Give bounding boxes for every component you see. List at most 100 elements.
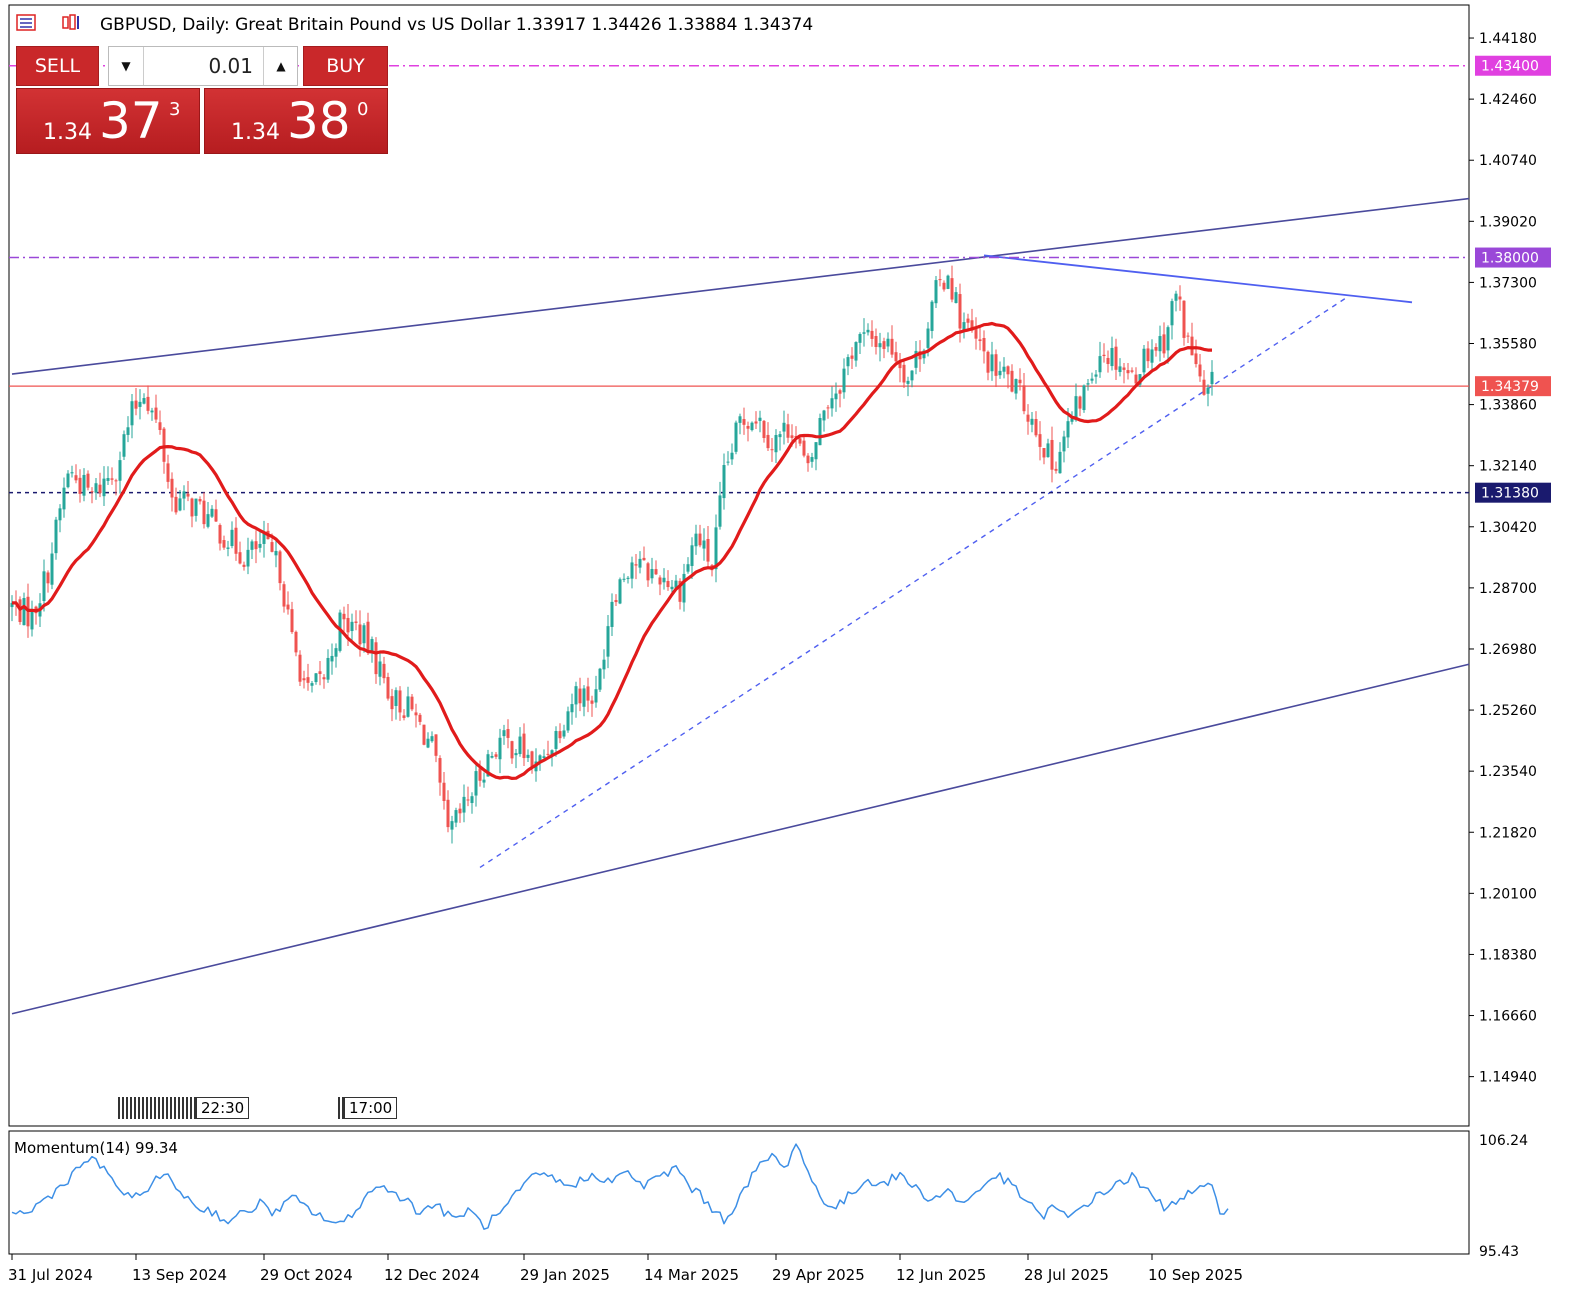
event-time-label: 22:30 xyxy=(201,1099,245,1117)
candle-body xyxy=(786,424,790,438)
buy-price-box[interactable]: 1.34 38 0 xyxy=(204,88,388,154)
sell-price-fraction: 3 xyxy=(169,99,181,120)
candle-body xyxy=(382,663,386,679)
candle-body xyxy=(1018,379,1022,384)
sell-price-box[interactable]: 1.34 37 3 xyxy=(16,88,200,154)
candle-body xyxy=(1110,347,1114,367)
candle-body xyxy=(722,465,726,499)
candle-body xyxy=(122,434,126,457)
candle-body xyxy=(466,799,470,801)
candle-body xyxy=(222,540,226,548)
candle-body xyxy=(910,370,914,381)
candle-body xyxy=(42,571,46,601)
event-time-marker[interactable]: 22:30 xyxy=(196,1097,250,1119)
event-time-marker[interactable]: 17:00 xyxy=(344,1097,398,1119)
candle-body xyxy=(702,540,706,549)
candle-body xyxy=(402,715,406,718)
candle-body xyxy=(546,753,550,755)
trendline-support-dashed xyxy=(479,296,1349,869)
candle-body xyxy=(202,500,206,525)
candle-body xyxy=(82,474,86,496)
candle-body xyxy=(450,821,454,830)
candle-body xyxy=(334,648,338,657)
candle-body xyxy=(430,736,434,742)
candle-body xyxy=(386,676,390,699)
candle-body xyxy=(166,463,170,482)
candle-body xyxy=(58,508,62,521)
candle-body xyxy=(406,696,410,717)
candle-body xyxy=(758,417,762,421)
candle-body xyxy=(270,542,274,552)
candle-body xyxy=(882,341,886,349)
candle-body xyxy=(150,410,154,413)
buy-label: BUY xyxy=(326,55,365,77)
candle-body xyxy=(426,738,430,748)
lot-size-input[interactable] xyxy=(145,50,259,82)
candle-body xyxy=(586,686,590,701)
candle-body xyxy=(746,425,750,429)
y-tick-label: 1.33860 xyxy=(1479,398,1537,414)
candle-body xyxy=(102,478,106,497)
y-tick-label: 1.40740 xyxy=(1479,153,1537,169)
candle-body xyxy=(862,332,866,334)
candle-body xyxy=(738,416,742,423)
candle-body xyxy=(998,370,1002,376)
sell-button[interactable]: SELL xyxy=(16,46,99,86)
candle-body xyxy=(1202,379,1206,395)
buy-price-pips: 38 xyxy=(287,92,351,150)
candle-body xyxy=(750,422,754,431)
candle-body xyxy=(290,609,294,633)
y-tick-label: 1.35580 xyxy=(1479,337,1537,353)
lot-decrease-button[interactable]: ▼ xyxy=(109,47,144,85)
candle-body xyxy=(1082,385,1086,411)
buy-price-prefix: 1.34 xyxy=(231,120,280,145)
market-watch-icon[interactable] xyxy=(16,14,36,31)
candle-body xyxy=(346,617,350,633)
candle-body xyxy=(514,753,518,756)
candle-body xyxy=(614,600,618,603)
sell-price-prefix: 1.34 xyxy=(43,120,92,145)
candle-body xyxy=(602,659,606,670)
momentum-label: Momentum(14) 99.34 xyxy=(14,1139,178,1157)
candle-body xyxy=(306,677,310,683)
candle-body xyxy=(814,442,818,460)
candle-body xyxy=(518,736,522,755)
candle-body xyxy=(54,519,58,554)
x-tick-label: 31 Jul 2024 xyxy=(8,1266,93,1284)
candle-body xyxy=(174,496,178,513)
candle-body xyxy=(1166,327,1170,351)
lot-increase-button[interactable]: ▲ xyxy=(263,47,298,85)
candle-body xyxy=(194,498,198,516)
candle-body xyxy=(162,428,166,462)
candle-body xyxy=(394,690,398,706)
candle-body xyxy=(1078,396,1082,409)
candle-body xyxy=(618,579,622,604)
candle-body xyxy=(842,368,846,393)
candle-body xyxy=(46,572,50,584)
candle-body xyxy=(610,601,614,627)
candle-body xyxy=(598,668,602,690)
sell-price-pips: 37 xyxy=(99,92,163,150)
candle-body xyxy=(246,549,250,567)
candle-body xyxy=(982,338,986,352)
candle-body xyxy=(414,712,418,716)
candle-body xyxy=(822,410,826,421)
candle-body xyxy=(286,604,290,610)
candle-body xyxy=(86,473,90,488)
y-tick-label: 1.16660 xyxy=(1479,1009,1537,1025)
y-tick-label: 1.30420 xyxy=(1479,520,1537,536)
candle-body xyxy=(1062,436,1066,452)
candle-body xyxy=(650,569,654,579)
price-level-tag xyxy=(1475,482,1551,503)
candle-body xyxy=(498,737,502,760)
candle-body xyxy=(438,758,442,783)
buy-button[interactable]: BUY xyxy=(303,46,388,86)
candle-body xyxy=(734,422,738,452)
chart-type-icon[interactable] xyxy=(62,14,82,31)
candle-body xyxy=(950,278,954,300)
candle-body xyxy=(214,509,218,522)
candle-body xyxy=(206,514,210,527)
candle-body xyxy=(118,460,122,481)
candle-body xyxy=(522,733,526,759)
